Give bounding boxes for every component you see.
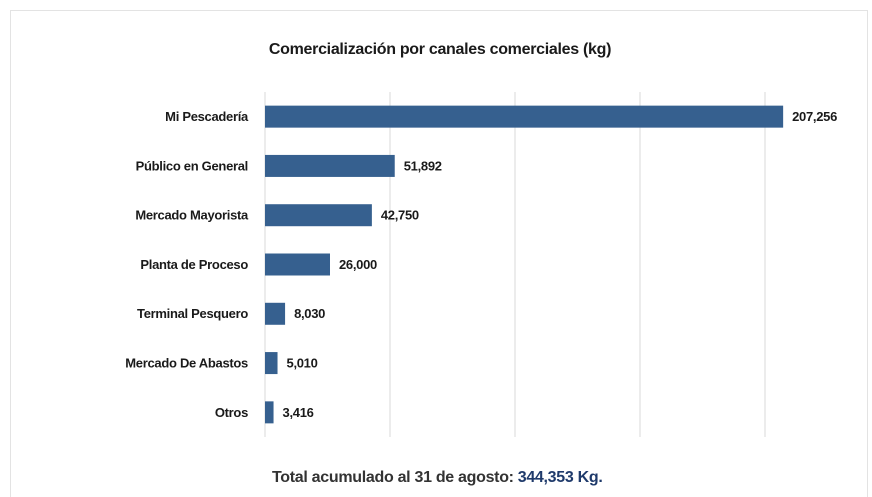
data-label: 26,000 bbox=[339, 257, 377, 272]
data-label: 5,010 bbox=[287, 356, 318, 371]
data-label: 42,750 bbox=[381, 208, 419, 223]
category-label: Mercado Mayorista bbox=[135, 208, 249, 223]
bar bbox=[265, 302, 286, 325]
data-label: 3,416 bbox=[283, 405, 314, 420]
bar bbox=[265, 401, 274, 424]
category-label: Público en General bbox=[136, 158, 248, 173]
category-label: Mi Pescadería bbox=[165, 109, 249, 124]
footnote-value: 344,353 Kg. bbox=[518, 469, 603, 486]
bar bbox=[265, 105, 784, 128]
footnote: Total acumulado al 31 de agosto: 344,353 … bbox=[272, 469, 602, 486]
category-label: Terminal Pesquero bbox=[137, 306, 248, 321]
chart-frame bbox=[10, 10, 868, 497]
data-label: 51,892 bbox=[404, 158, 442, 173]
bar bbox=[265, 352, 278, 375]
bar bbox=[265, 204, 372, 227]
data-label: 8,030 bbox=[294, 306, 325, 321]
chart-title: Comercialización por canales comerciales… bbox=[269, 41, 611, 58]
footnote-label: Total acumulado al 31 de agosto: bbox=[272, 469, 514, 486]
category-label: Otros bbox=[215, 405, 248, 420]
data-label: 207,256 bbox=[792, 109, 837, 124]
category-label: Planta de Proceso bbox=[140, 257, 248, 272]
bar bbox=[265, 253, 330, 276]
bar bbox=[265, 154, 395, 177]
category-label: Mercado De Abastos bbox=[125, 356, 248, 371]
